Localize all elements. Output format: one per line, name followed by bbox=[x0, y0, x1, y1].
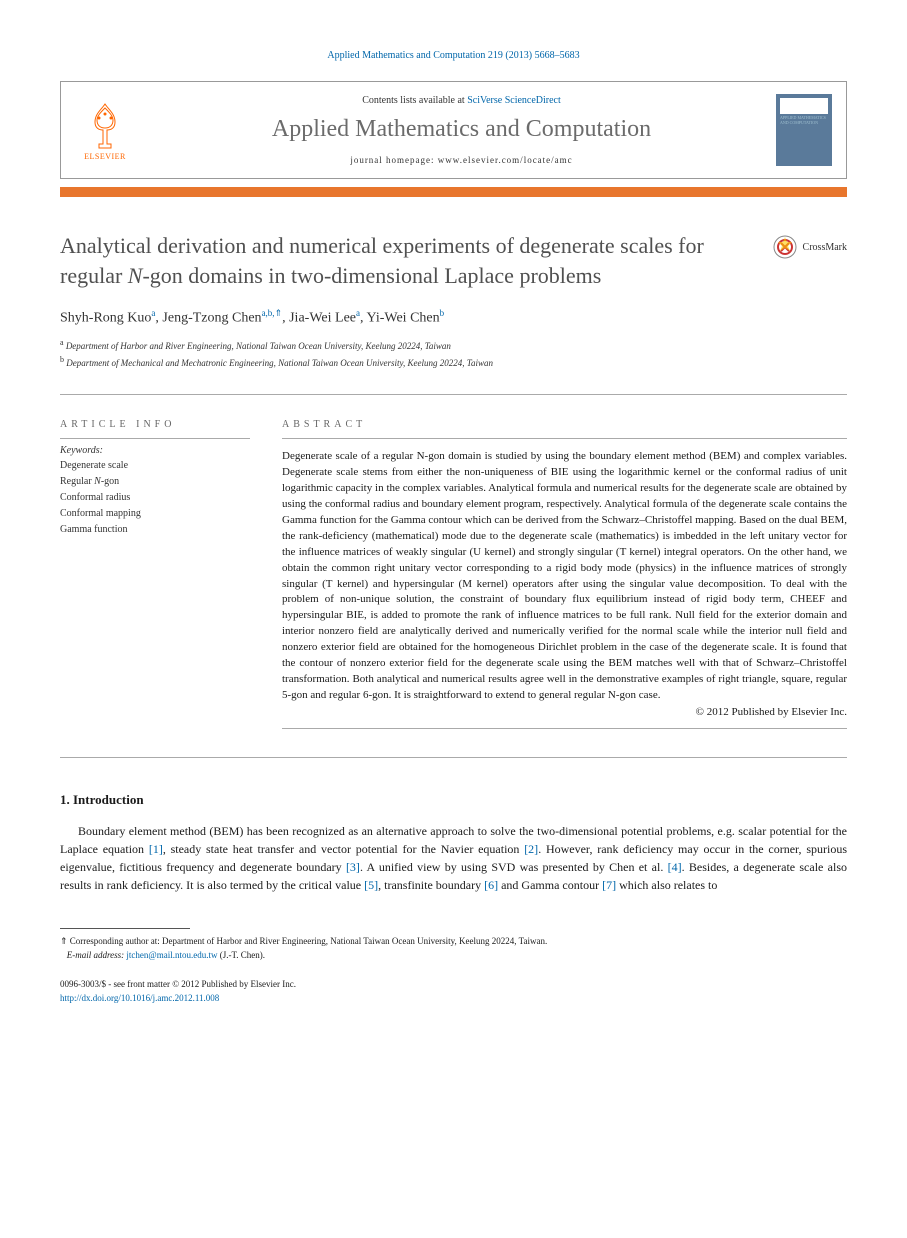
crossmark-label: CrossMark bbox=[803, 242, 847, 253]
email-suffix: (J.-T. Chen). bbox=[217, 950, 265, 960]
journal-cover-thumb: APPLIED MATHEMATICS AND COMPUTATION bbox=[776, 94, 832, 166]
divider bbox=[60, 394, 847, 395]
intro-text-g: and Gamma contour bbox=[498, 878, 602, 892]
front-matter-line: 0096-3003/$ - see front matter © 2012 Pu… bbox=[60, 978, 847, 992]
ref-link-7[interactable]: [7] bbox=[602, 878, 616, 892]
corresponding-footnote: ⇑ Corresponding author at: Department of… bbox=[60, 935, 847, 962]
elsevier-tree-icon bbox=[83, 100, 127, 150]
keywords-label: Keywords: bbox=[60, 445, 250, 456]
sciencedirect-link[interactable]: SciVerse ScienceDirect bbox=[467, 95, 561, 106]
email-label: E-mail address: bbox=[67, 950, 127, 960]
abstract-copyright: © 2012 Published by Elsevier Inc. bbox=[282, 706, 847, 718]
footer-info: 0096-3003/$ - see front matter © 2012 Pu… bbox=[60, 978, 847, 1005]
abstract-column: abstract Degenerate scale of a regular N… bbox=[282, 419, 847, 729]
footnote-separator bbox=[60, 928, 190, 929]
article-info-head: article info bbox=[60, 419, 250, 430]
journal-header-box: ELSEVIER Contents lists available at Sci… bbox=[60, 81, 847, 179]
keyword: Degenerate scale bbox=[60, 458, 250, 474]
abstract-text: Degenerate scale of a regular N-gon doma… bbox=[282, 449, 847, 704]
author-4-aff: b bbox=[440, 308, 445, 318]
abstract-head: abstract bbox=[282, 419, 847, 430]
abstract-divider bbox=[282, 438, 847, 439]
article-info-column: article info Keywords: Degenerate scale … bbox=[60, 419, 250, 729]
ref-link-3[interactable]: [3] bbox=[346, 860, 360, 874]
keyword: Conformal radius bbox=[60, 490, 250, 506]
author-1-aff: a bbox=[151, 308, 155, 318]
orange-divider-bar bbox=[60, 187, 847, 197]
intro-text-b: , steady state heat transfer and vector … bbox=[163, 842, 524, 856]
ref-link-1[interactable]: [1] bbox=[149, 842, 163, 856]
author-4: Yi-Wei Chen bbox=[366, 311, 439, 326]
intro-text-h: which also relates to bbox=[616, 878, 717, 892]
journal-name: Applied Mathematics and Computation bbox=[147, 116, 776, 143]
header-citation: Applied Mathematics and Computation 219 … bbox=[60, 50, 847, 61]
author-2-corr[interactable]: ⇑ bbox=[275, 308, 283, 318]
article-title: Analytical derivation and numerical expe… bbox=[60, 231, 757, 290]
affiliations: a Department of Harbor and River Enginee… bbox=[60, 337, 847, 370]
crossmark-icon bbox=[773, 235, 797, 259]
intro-text-f: , transfinite boundary bbox=[378, 878, 484, 892]
elsevier-logo: ELSEVIER bbox=[75, 95, 135, 165]
journal-center: Contents lists available at SciVerse Sci… bbox=[147, 95, 776, 165]
keyword: Regular N-gon bbox=[60, 474, 250, 490]
ref-link-2[interactable]: [2] bbox=[524, 842, 538, 856]
ref-link-6[interactable]: [6] bbox=[484, 878, 498, 892]
doi-link[interactable]: http://dx.doi.org/10.1016/j.amc.2012.11.… bbox=[60, 993, 219, 1003]
contents-available: Contents lists available at SciVerse Sci… bbox=[147, 95, 776, 106]
authors-line: Shyh-Rong Kuoa, Jeng-Tzong Chena,b,⇑, Ji… bbox=[60, 308, 847, 327]
intro-paragraph: Boundary element method (BEM) has been r… bbox=[60, 822, 847, 894]
author-3-aff: a bbox=[356, 308, 360, 318]
contents-prefix: Contents lists available at bbox=[362, 95, 467, 106]
affiliation-b: b Department of Mechanical and Mechatron… bbox=[60, 354, 847, 371]
affiliation-a: a Department of Harbor and River Enginee… bbox=[60, 337, 847, 354]
author-3: Jia-Wei Lee bbox=[289, 311, 356, 326]
elsevier-label: ELSEVIER bbox=[84, 152, 126, 161]
ref-link-5[interactable]: [5] bbox=[364, 878, 378, 892]
title-part2: -gon domains in two-dimensional Laplace … bbox=[142, 263, 601, 288]
author-2-aff: a,b, bbox=[262, 308, 275, 318]
crossmark-badge[interactable]: CrossMark bbox=[773, 235, 847, 259]
keywords-list: Degenerate scale Regular N-gon Conformal… bbox=[60, 458, 250, 538]
abstract-bottom-divider bbox=[282, 728, 847, 729]
keyword: Gamma function bbox=[60, 522, 250, 538]
info-divider bbox=[60, 438, 250, 439]
title-italic-n: N bbox=[128, 263, 143, 288]
journal-homepage: journal homepage: www.elsevier.com/locat… bbox=[147, 155, 776, 165]
intro-text-d: . A unified view by using SVD was presen… bbox=[360, 860, 668, 874]
intro-heading: 1. Introduction bbox=[60, 792, 847, 808]
keyword: Conformal mapping bbox=[60, 506, 250, 522]
author-1: Shyh-Rong Kuo bbox=[60, 311, 151, 326]
corr-text: Corresponding author at: Department of H… bbox=[68, 936, 548, 946]
author-2: Jeng-Tzong Chen bbox=[162, 311, 261, 326]
ref-link-4[interactable]: [4] bbox=[668, 860, 682, 874]
email-link[interactable]: jtchen@mail.ntou.edu.tw bbox=[126, 950, 217, 960]
full-divider bbox=[60, 757, 847, 758]
cover-label: APPLIED MATHEMATICS AND COMPUTATION bbox=[780, 116, 828, 126]
corr-symbol: ⇑ bbox=[60, 936, 68, 946]
